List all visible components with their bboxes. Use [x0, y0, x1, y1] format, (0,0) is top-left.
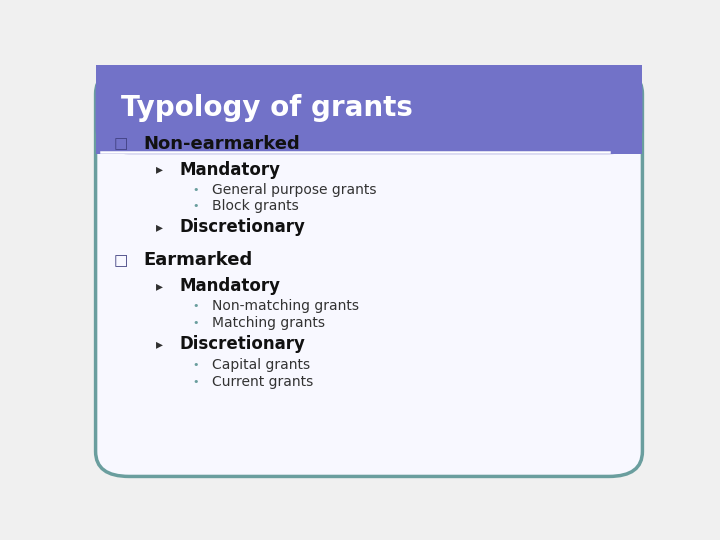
Bar: [96, 65, 642, 154]
Text: Matching grants: Matching grants: [212, 315, 325, 329]
Text: Non-matching grants: Non-matching grants: [212, 299, 359, 313]
Text: Discretionary: Discretionary: [179, 335, 305, 353]
Text: •: •: [193, 201, 199, 211]
Text: Typology of grants: Typology of grants: [121, 94, 413, 122]
Text: Capital grants: Capital grants: [212, 358, 310, 372]
Text: ▸: ▸: [156, 220, 163, 234]
Text: •: •: [193, 376, 199, 387]
Text: •: •: [193, 318, 199, 328]
Text: Discretionary: Discretionary: [179, 218, 305, 236]
Text: Current grants: Current grants: [212, 375, 313, 389]
Text: Non-earmarked: Non-earmarked: [143, 135, 300, 153]
Text: ▸: ▸: [156, 337, 163, 351]
Bar: [96, 114, 642, 154]
Text: □: □: [114, 136, 128, 151]
FancyBboxPatch shape: [96, 69, 642, 476]
Text: •: •: [193, 301, 199, 311]
Text: □: □: [114, 253, 128, 268]
FancyBboxPatch shape: [96, 65, 642, 154]
Text: Mandatory: Mandatory: [179, 277, 280, 295]
Text: Earmarked: Earmarked: [143, 251, 252, 269]
Text: Mandatory: Mandatory: [179, 160, 280, 179]
Text: •: •: [193, 185, 199, 194]
Text: ▸: ▸: [156, 163, 163, 177]
Text: ▸: ▸: [156, 279, 163, 293]
Text: Block grants: Block grants: [212, 199, 298, 213]
Text: General purpose grants: General purpose grants: [212, 183, 376, 197]
Text: •: •: [193, 360, 199, 370]
